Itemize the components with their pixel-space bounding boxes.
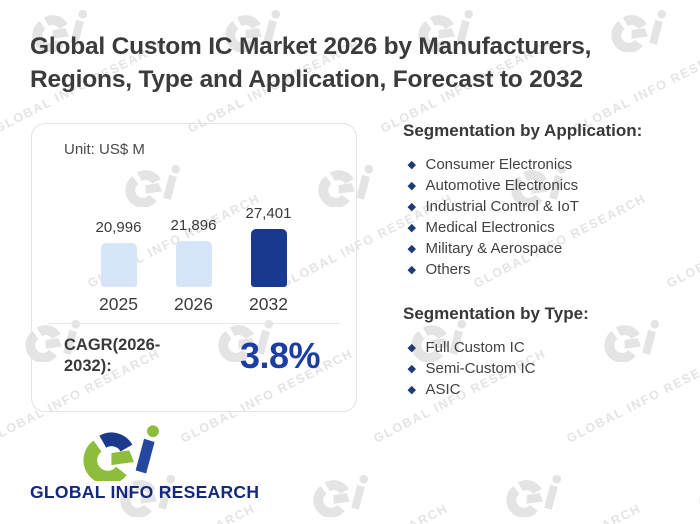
page-title-line-1: Global Custom IC Market 2026 by Manufact…	[30, 33, 592, 60]
application-list: Consumer Electronics Automotive Electroni…	[403, 154, 693, 280]
list-item-label: Automotive Electronics	[425, 177, 579, 194]
bar	[100, 243, 137, 287]
segmentation-application-heading: Segmentation by Application:	[403, 121, 643, 140]
company-logo: GLOBAL INFO RESEARCH	[30, 425, 259, 503]
watermark-text: GLOBAL INFO RESEARCH	[81, 501, 258, 524]
list-item: Automotive Electronics	[403, 175, 693, 196]
bar-year-label: 2032	[249, 294, 288, 314]
logo-text: GLOBAL INFO RESEARCH	[30, 482, 260, 502]
bullet-diamond-icon	[407, 181, 416, 190]
bar-chart-bars: 20,996 21,896 27,401	[81, 200, 307, 287]
list-item-label: Others	[425, 261, 471, 278]
list-item-label: Semi-Custom IC	[425, 360, 536, 377]
cagr-label: CAGR(2026-2032):	[64, 336, 161, 375]
bullet-diamond-icon	[407, 265, 416, 274]
gi-logo-watermark-icon	[313, 473, 371, 522]
cagr-row: CAGR(2026-2032): 3.8%	[64, 335, 321, 377]
bar-column: 20,996	[81, 219, 156, 287]
page-title-line-2: Regions, Type and Application, Forecast …	[30, 66, 583, 93]
watermark-text: GLOBAL INFO RESEARCH	[660, 501, 700, 524]
bar-column: 21,896	[156, 217, 231, 287]
list-item-label: Consumer Electronics	[425, 156, 573, 173]
bullet-diamond-icon	[407, 364, 416, 373]
list-item: Others	[403, 259, 693, 280]
list-item: Military & Aerospace	[403, 238, 693, 259]
cagr-value: 3.8%	[239, 335, 321, 376]
bar-value-label: 27,401	[245, 205, 292, 222]
bullet-diamond-icon	[407, 160, 416, 169]
segmentation-type-heading: Segmentation by Type:	[403, 304, 589, 323]
gi-logo-icon	[83, 425, 159, 481]
bar-value-label: 20,996	[95, 219, 142, 236]
bullet-diamond-icon	[407, 343, 416, 352]
bullet-diamond-icon	[407, 385, 416, 394]
market-size-card: Unit: US$ M 20,996 21,896 27,401 2025 2026 2…	[31, 123, 357, 412]
segmentation-panel: Segmentation by Application: Consumer El…	[403, 121, 693, 400]
bar-chart: 20,996 21,896 27,401 2025 2026 2032	[81, 200, 307, 315]
bullet-diamond-icon	[407, 202, 416, 211]
bar-column: 27,401	[231, 205, 306, 287]
page-title: Global Custom IC Market 2026 by Manufact…	[30, 30, 670, 96]
bar-value-label: 21,896	[170, 217, 217, 234]
list-item-label: Medical Electronics	[425, 219, 555, 236]
watermark-text: GLOBAL INFO RESEARCH	[467, 501, 644, 524]
type-list: Full Custom IC Semi-Custom IC ASIC	[403, 337, 693, 400]
list-item-label: Full Custom IC	[425, 339, 525, 356]
list-item-label: Industrial Control & IoT	[425, 198, 579, 215]
bar-year-label: 2025	[99, 294, 138, 314]
bar	[175, 241, 212, 287]
list-item-label: ASIC	[425, 381, 461, 398]
list-item: Full Custom IC	[403, 337, 693, 358]
list-item: Medical Electronics	[403, 217, 693, 238]
card-divider	[48, 323, 340, 324]
bullet-diamond-icon	[407, 223, 416, 232]
bar-chart-categories: 2025 2026 2032	[81, 294, 307, 315]
gi-logo-watermark-icon	[506, 473, 564, 522]
bar-year-label: 2026	[174, 294, 213, 314]
list-item: Industrial Control & IoT	[403, 196, 693, 217]
bullet-diamond-icon	[407, 244, 416, 253]
list-item: Consumer Electronics	[403, 154, 693, 175]
unit-label: Unit: US$ M	[64, 141, 145, 158]
list-item: Semi-Custom IC	[403, 358, 693, 379]
list-item-label: Military & Aerospace	[425, 240, 563, 257]
bar	[250, 229, 287, 287]
watermark-text: GLOBAL INFO RESEARCH	[274, 501, 451, 524]
list-item: ASIC	[403, 379, 693, 400]
